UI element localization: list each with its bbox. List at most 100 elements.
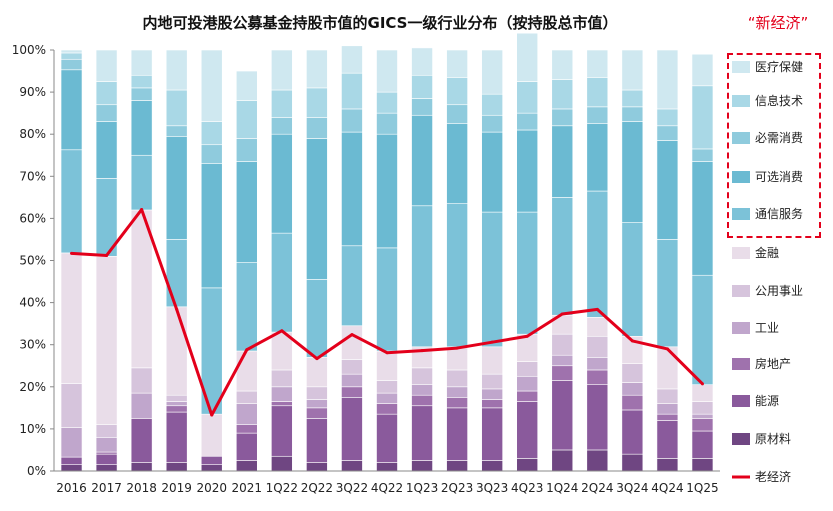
bar-segment: [621, 382, 644, 396]
old-economy-point: [455, 346, 459, 350]
bar-segment: [411, 98, 433, 116]
legend-swatch: [732, 395, 750, 407]
legend-label: 原材料: [755, 432, 791, 446]
bar-segment: [271, 369, 293, 388]
legend-swatch: [732, 285, 750, 297]
old-economy-point: [420, 349, 424, 353]
old-economy-point: [175, 307, 179, 311]
bar-segment: [165, 401, 188, 407]
bar-segment: [235, 460, 258, 472]
old-economy-point: [315, 357, 319, 361]
bar-segment: [306, 138, 328, 280]
bar-segment: [691, 413, 714, 419]
bar-segment: [60, 252, 83, 384]
bar-segment: [60, 69, 83, 151]
bar-segment: [376, 380, 398, 394]
bar-segment: [516, 361, 539, 377]
bar-segment: [656, 108, 679, 127]
bar-segment: [60, 149, 83, 254]
bar-segment: [691, 274, 714, 385]
bar-segment: [165, 394, 188, 402]
bar-segment: [411, 47, 433, 76]
bar-segment: [656, 346, 679, 390]
bar-segment: [235, 262, 258, 352]
bar-segment: [691, 430, 714, 459]
bar-segment: [235, 350, 258, 392]
x-tick-label: 2018: [126, 481, 157, 495]
bar-segment: [60, 49, 83, 54]
bar-segment: [130, 154, 153, 211]
bar-segment: [306, 418, 328, 463]
bar-segment: [586, 449, 609, 472]
legend-swatch: [732, 208, 750, 220]
bar-segment: [516, 32, 539, 82]
old-economy-point: [630, 339, 634, 343]
bar-segment: [271, 455, 293, 472]
legend-swatch: [732, 95, 750, 107]
old-economy-point: [280, 329, 284, 333]
bar-segment: [95, 451, 118, 455]
bar-segment: [481, 373, 503, 390]
bar-segment: [376, 413, 398, 463]
bar-segment: [95, 437, 118, 453]
x-tick-label: 2Q22: [301, 481, 333, 495]
old-economy-point: [595, 307, 599, 311]
bar-segment: [446, 123, 468, 204]
x-tick-label: 4Q23: [511, 481, 543, 495]
bar-segment: [235, 161, 258, 263]
legend-label: 工业: [755, 321, 779, 335]
bar-segment: [586, 369, 609, 385]
bar-segment: [621, 453, 644, 472]
bar-segment: [376, 247, 398, 352]
bar-segment: [235, 100, 258, 139]
bar-segment: [586, 317, 609, 337]
bar-segment: [95, 255, 118, 425]
y-tick-label: 90%: [19, 85, 46, 99]
bar-segment: [551, 333, 574, 356]
bar-segment: [656, 140, 679, 240]
x-tick-label: 2017: [91, 481, 122, 495]
x-tick-label: 3Q24: [616, 481, 648, 495]
bar-segment: [95, 104, 118, 122]
bar-segment: [481, 114, 503, 133]
bar-segment: [60, 456, 83, 465]
bar-segment: [235, 432, 258, 461]
legend-swatch: [732, 247, 750, 259]
y-tick-label: 100%: [12, 43, 46, 57]
y-tick-label: 80%: [19, 127, 46, 141]
bar-segment: [551, 197, 574, 316]
x-tick-label: 2021: [232, 481, 263, 495]
bar-segment: [551, 365, 574, 381]
old-economy-point: [350, 333, 354, 337]
bar-segment: [235, 403, 258, 425]
bar-segment: [200, 413, 223, 457]
x-axis: 2016 2017 2018 2019 2020 2021 1Q22 2Q22 3Q22 4Q22…: [54, 470, 720, 495]
bar-segment: [165, 411, 188, 463]
line-series-group: [70, 208, 704, 417]
bar-segment: [95, 424, 118, 438]
bar-segment: [306, 462, 328, 472]
bar-segment: [411, 367, 433, 385]
bar-segment: [621, 49, 644, 91]
legend-swatch: [732, 322, 750, 334]
bar-segment: [95, 453, 118, 465]
bar-segment: [95, 464, 118, 472]
bar-segment: [165, 125, 188, 137]
bar-segment: [165, 49, 188, 91]
bar-segment: [165, 306, 188, 396]
bar-segment: [691, 458, 714, 472]
bar-segment: [656, 420, 679, 459]
x-tick-label: 4Q24: [651, 481, 683, 495]
bar-segment: [621, 121, 644, 223]
bar-segment: [271, 405, 293, 457]
bar-segment: [551, 108, 574, 127]
x-tick-label: 1Q25: [686, 481, 718, 495]
bar-segment: [691, 85, 714, 150]
x-tick-label: 3Q23: [476, 481, 508, 495]
y-axis: 0% 10% 20% 30% 40% 50% 60% 70% 80% 90% 100%: [12, 43, 55, 478]
bar-segment: [165, 89, 188, 127]
bar-segment: [586, 384, 609, 451]
bar-segment: [586, 49, 609, 78]
bar-segment: [165, 239, 188, 308]
bar-segment: [411, 405, 433, 461]
